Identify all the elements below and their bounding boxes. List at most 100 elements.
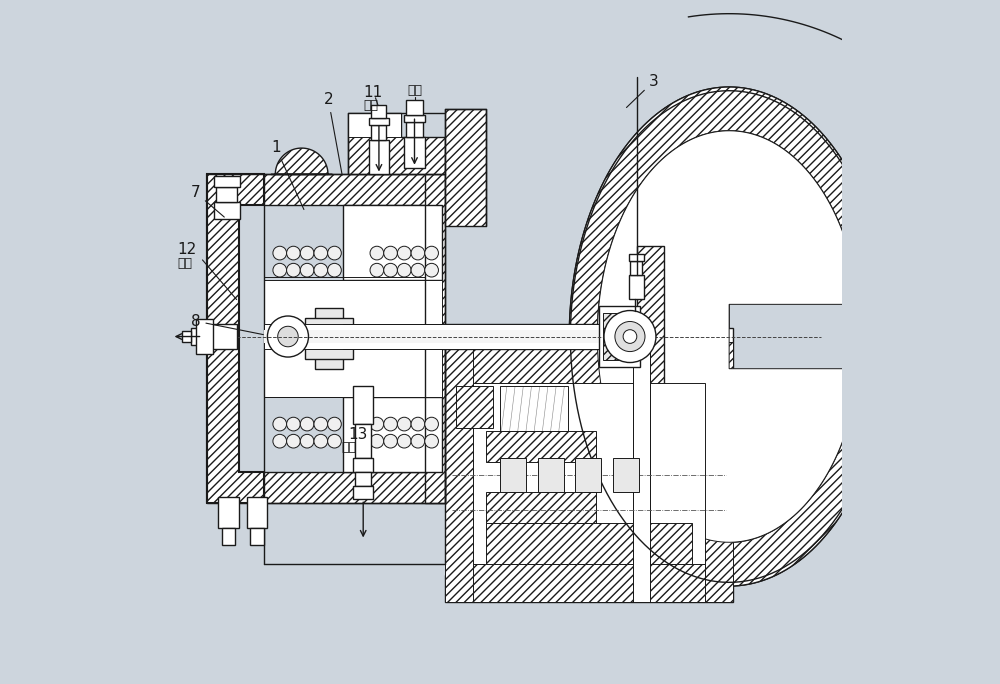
Bar — [264, 330, 650, 343]
Circle shape — [328, 417, 341, 431]
Circle shape — [425, 263, 438, 277]
Polygon shape — [445, 328, 733, 602]
Bar — [264, 280, 442, 397]
Circle shape — [425, 417, 438, 431]
Bar — [305, 318, 353, 359]
Bar — [218, 497, 239, 528]
Circle shape — [411, 263, 425, 277]
Circle shape — [314, 246, 328, 260]
Bar — [343, 397, 442, 472]
Circle shape — [411, 246, 425, 260]
Polygon shape — [445, 109, 486, 226]
Bar — [445, 345, 705, 383]
Bar — [705, 342, 733, 602]
Bar — [629, 275, 644, 299]
Bar — [486, 492, 596, 523]
Circle shape — [300, 434, 314, 448]
Circle shape — [273, 417, 287, 431]
Bar — [191, 328, 199, 345]
Circle shape — [300, 417, 314, 431]
Bar — [353, 458, 373, 472]
Circle shape — [273, 434, 287, 448]
Circle shape — [397, 246, 411, 260]
Bar — [369, 118, 389, 125]
Bar — [216, 187, 237, 202]
Circle shape — [623, 330, 637, 343]
Bar — [629, 254, 644, 261]
Circle shape — [267, 316, 308, 357]
Bar — [500, 458, 526, 492]
Bar — [371, 105, 386, 118]
Bar — [404, 115, 425, 122]
Circle shape — [287, 434, 300, 448]
Circle shape — [300, 263, 314, 277]
Circle shape — [287, 417, 300, 431]
Bar — [199, 324, 237, 349]
Polygon shape — [425, 174, 445, 503]
Bar — [214, 176, 240, 187]
Text: 13: 13 — [348, 427, 368, 442]
Bar — [348, 113, 401, 137]
Circle shape — [615, 321, 645, 352]
Bar — [456, 386, 493, 428]
Bar — [369, 140, 389, 174]
Bar — [486, 523, 692, 564]
Circle shape — [411, 434, 425, 448]
Bar — [500, 386, 568, 431]
Circle shape — [411, 417, 425, 431]
Circle shape — [370, 246, 384, 260]
Bar — [353, 486, 373, 499]
Polygon shape — [264, 472, 445, 503]
Circle shape — [300, 246, 314, 260]
Text: 7: 7 — [191, 185, 224, 217]
Circle shape — [287, 246, 300, 260]
Bar — [633, 342, 650, 602]
Circle shape — [397, 417, 411, 431]
Bar — [264, 324, 650, 349]
Circle shape — [287, 263, 300, 277]
Bar — [637, 246, 664, 424]
Circle shape — [425, 434, 438, 448]
Circle shape — [370, 417, 384, 431]
Circle shape — [328, 263, 341, 277]
Text: 2: 2 — [324, 92, 342, 175]
Text: 1: 1 — [271, 140, 304, 209]
Circle shape — [384, 246, 397, 260]
Circle shape — [397, 434, 411, 448]
Bar — [355, 472, 371, 486]
Circle shape — [384, 434, 397, 448]
Circle shape — [397, 263, 411, 277]
Bar — [445, 342, 473, 602]
Text: 通气: 通气 — [363, 99, 378, 112]
Text: 放气: 放气 — [341, 441, 356, 454]
Bar — [630, 261, 642, 275]
Bar — [613, 458, 639, 492]
Polygon shape — [207, 174, 264, 503]
Bar — [182, 331, 191, 342]
Circle shape — [384, 263, 397, 277]
Text: 3: 3 — [626, 73, 659, 107]
Circle shape — [604, 311, 656, 363]
Bar — [445, 564, 705, 602]
Circle shape — [370, 263, 384, 277]
Bar — [599, 306, 640, 367]
Bar — [196, 319, 213, 354]
Circle shape — [273, 263, 287, 277]
Circle shape — [384, 417, 397, 431]
Bar — [214, 202, 240, 219]
Bar — [250, 528, 264, 545]
Circle shape — [425, 246, 438, 260]
Bar — [406, 122, 423, 137]
Circle shape — [328, 434, 341, 448]
Bar — [404, 137, 425, 168]
Circle shape — [278, 326, 298, 347]
Bar — [406, 100, 423, 115]
Circle shape — [328, 246, 341, 260]
Text: 通气: 通气 — [407, 84, 422, 97]
Bar — [486, 431, 596, 462]
Bar — [355, 424, 371, 458]
Text: 放气: 放气 — [177, 256, 192, 269]
Polygon shape — [271, 148, 332, 174]
Bar — [247, 497, 267, 528]
Circle shape — [370, 434, 384, 448]
